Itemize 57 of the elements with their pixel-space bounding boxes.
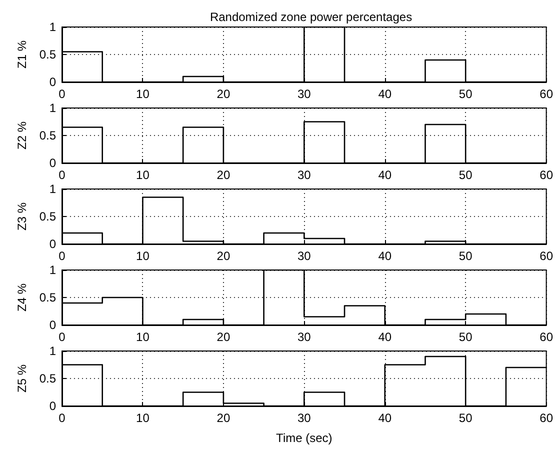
x-tick-label: 0 <box>58 411 66 425</box>
y-axis-title: Z1 % <box>15 40 29 69</box>
y-tick-label: 0.5 <box>39 210 56 224</box>
x-tick-label: 50 <box>458 87 473 101</box>
y-axis-title: Z2 % <box>15 121 29 150</box>
y-tick-label: 1 <box>49 182 56 196</box>
y-axis-title: Z4 % <box>15 283 29 312</box>
x-tick-label: 0 <box>58 249 66 263</box>
x-tick-label: 60 <box>540 330 554 344</box>
y-tick-label: 0 <box>49 156 56 170</box>
x-tick-label: 10 <box>136 168 150 182</box>
y-tick-label: 0 <box>49 237 56 251</box>
x-tick-label: 20 <box>216 87 230 101</box>
y-tick-label: 1 <box>49 101 56 115</box>
x-tick-label: 20 <box>216 168 230 182</box>
y-tick-label: 1 <box>49 263 56 277</box>
x-tick-label: 60 <box>540 411 554 425</box>
x-tick-label: 50 <box>458 411 473 425</box>
x-tick-label: 50 <box>458 249 473 263</box>
y-tick-label: 0.5 <box>39 372 56 386</box>
x-tick-label: 40 <box>378 249 392 263</box>
x-tick-label: 30 <box>297 411 312 425</box>
x-tick-label: 30 <box>297 249 312 263</box>
x-tick-label: 40 <box>378 168 392 182</box>
y-tick-label: 0.5 <box>39 290 56 304</box>
x-tick-label: 30 <box>297 87 312 101</box>
x-tick-label: 20 <box>216 249 230 263</box>
y-axis-title: Z3 % <box>15 202 29 231</box>
x-tick-label: 20 <box>216 330 230 344</box>
x-tick-label: 10 <box>136 411 150 425</box>
x-axis-title: Time (sec) <box>276 431 332 445</box>
x-tick-label: 0 <box>58 330 66 344</box>
x-tick-label: 40 <box>378 411 392 425</box>
x-tick-label: 10 <box>136 330 150 344</box>
x-tick-label: 10 <box>136 249 150 263</box>
x-tick-label: 60 <box>540 249 554 263</box>
y-tick-label: 0 <box>49 318 56 332</box>
x-tick-label: 40 <box>378 330 392 344</box>
chart-title: Randomized zone power percentages <box>210 10 412 24</box>
x-tick-label: 60 <box>540 168 554 182</box>
y-axis-title: Z5 % <box>15 364 29 393</box>
x-tick-label: 0 <box>58 168 66 182</box>
y-tick-label: 1 <box>49 20 56 34</box>
x-tick-label: 60 <box>540 87 554 101</box>
x-tick-label: 20 <box>216 411 230 425</box>
x-tick-label: 50 <box>458 168 473 182</box>
y-tick-label: 0 <box>49 75 56 89</box>
x-tick-label: 50 <box>458 330 473 344</box>
x-tick-label: 30 <box>297 330 312 344</box>
x-tick-label: 40 <box>378 87 392 101</box>
x-tick-label: 10 <box>136 87 150 101</box>
y-tick-label: 0.5 <box>39 128 56 142</box>
x-tick-label: 30 <box>297 168 312 182</box>
y-tick-label: 1 <box>49 344 56 358</box>
y-tick-label: 0 <box>49 399 56 413</box>
x-tick-label: 0 <box>58 87 66 101</box>
y-tick-label: 0.5 <box>39 48 56 62</box>
